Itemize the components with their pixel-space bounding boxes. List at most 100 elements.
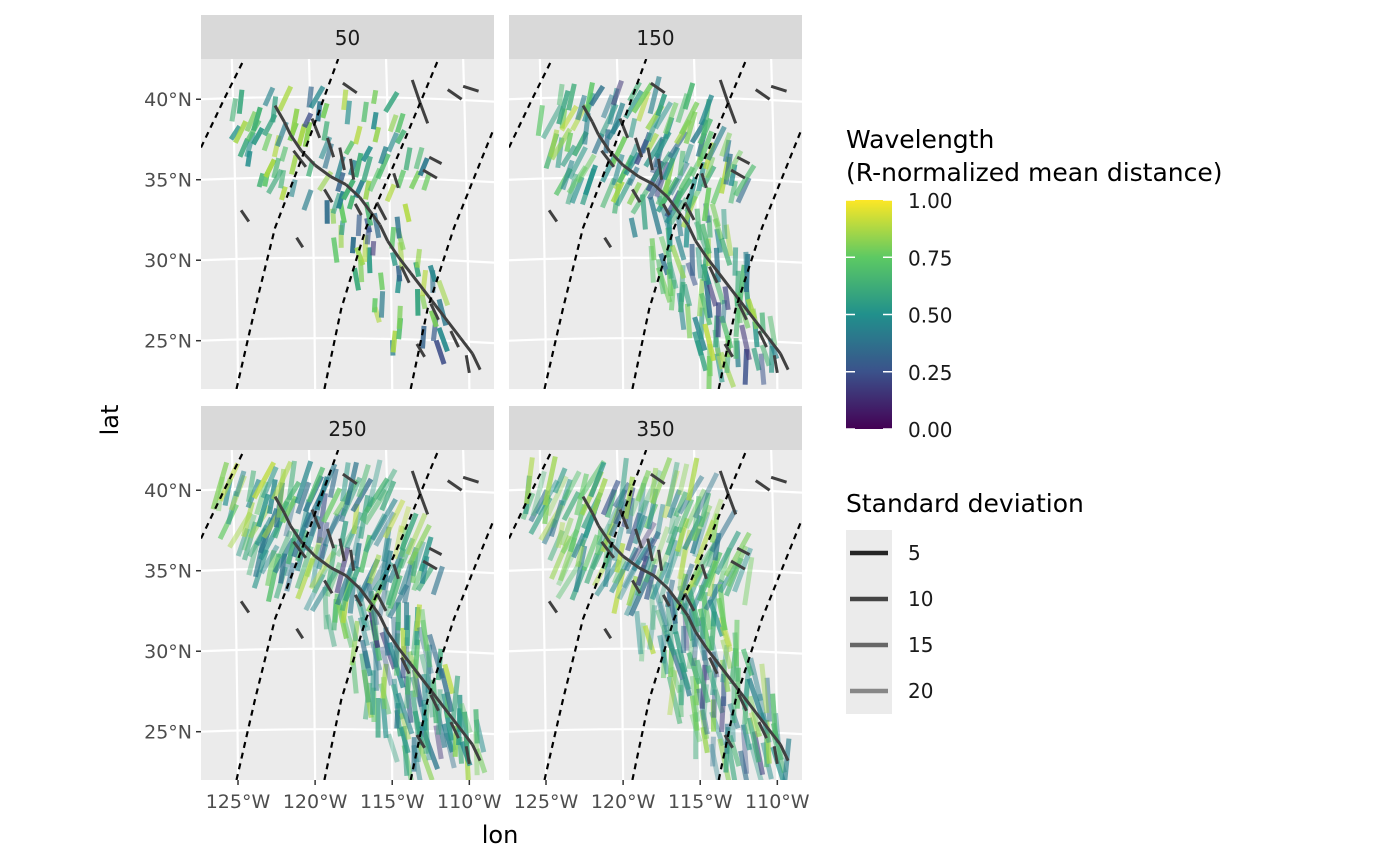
colorbar-ticks: 1.00 0.75 0.50 0.25 0.00	[846, 189, 953, 442]
fault-trace	[737, 303, 748, 321]
wavelength-legend-title-line2: (R-normalized mean distance)	[846, 158, 1223, 187]
fault-trace	[631, 188, 642, 204]
wavelength-segment	[713, 247, 721, 283]
wavelength-segment	[748, 711, 762, 738]
wavelength-segment	[758, 353, 767, 385]
wavelength-segment	[640, 530, 661, 562]
wavelength-segment	[682, 82, 696, 110]
fault-trace	[295, 236, 305, 249]
wavelength-segment	[433, 339, 447, 365]
wavelength-segment	[403, 147, 413, 171]
fault-trace	[652, 574, 669, 590]
fault-trace	[458, 727, 474, 746]
wavelength-segment	[699, 292, 713, 326]
wavelength-segment	[302, 112, 314, 129]
wavelength-segment	[256, 493, 271, 528]
wavelength-segment	[322, 513, 341, 547]
wavelength-segment	[663, 629, 678, 656]
wavelength-segment	[296, 123, 307, 147]
wavelength-segment	[703, 280, 713, 319]
fault-trace	[729, 288, 745, 307]
wavelength-segment	[289, 108, 300, 135]
grid-line-lon	[462, 450, 471, 780]
wavelength-segment	[562, 470, 582, 501]
wavelength-segment	[370, 241, 377, 256]
wavelength-segment	[362, 488, 389, 526]
wavelength-segment	[642, 624, 656, 655]
fault-trace	[766, 727, 782, 746]
wavelength-segment	[737, 264, 747, 302]
facet-panel-150: 150	[509, 15, 802, 389]
wavelength-segment	[233, 120, 249, 144]
wavelength-segment	[609, 135, 628, 168]
sd-legend-label: 20	[908, 679, 933, 703]
fault-trace	[353, 594, 363, 607]
wavelength-segment	[334, 559, 357, 606]
wavelength-segment	[548, 499, 565, 538]
fault-trace	[708, 266, 719, 284]
wavelength-segment	[294, 460, 314, 504]
facet-strip-label: 250	[328, 417, 366, 441]
wavelength-segment	[657, 601, 670, 627]
wavelength-segment	[657, 634, 670, 675]
wavelength-segment	[386, 733, 400, 763]
fault-trace	[694, 631, 708, 649]
wavelength-segment	[416, 626, 434, 675]
fault-trace	[736, 546, 751, 556]
wavelength-segment	[747, 695, 763, 738]
fault-trace	[273, 104, 286, 123]
wavelength-segment	[378, 272, 385, 291]
wavelength-segment	[421, 700, 428, 731]
reference-arc-dashed	[543, 450, 648, 780]
wavelength-segment	[237, 138, 250, 158]
wavelength-segment	[555, 521, 566, 549]
facet-panel-50: 50	[201, 15, 494, 389]
wavelength-segment	[346, 195, 356, 210]
wavelength-segment	[648, 196, 663, 235]
wavelength-segment	[549, 534, 573, 580]
wavelength-segment	[674, 235, 687, 261]
fault-trace	[650, 81, 666, 95]
wavelength-segment	[710, 177, 725, 205]
fault-trace	[273, 495, 286, 514]
wavelength-segment	[748, 742, 764, 780]
wavelength-segment	[266, 168, 284, 195]
wavelength-segment	[650, 151, 673, 183]
wavelength-segment	[359, 639, 371, 669]
facet-panels: 50 150 250 350	[201, 15, 802, 780]
wavelength-segment	[560, 159, 575, 191]
wavelength-segment	[246, 470, 257, 503]
sd-legend-label: 5	[908, 541, 921, 565]
wavelength-legend-title-line1: Wavelength	[846, 125, 994, 154]
fault-trace	[323, 188, 334, 204]
wavelength-segment	[564, 132, 574, 153]
fault-trace	[634, 528, 644, 549]
wavelength-segment	[332, 593, 340, 623]
fault-trace	[700, 563, 708, 580]
fault-trace	[282, 512, 292, 527]
fault-trace	[415, 343, 426, 358]
fault-trace	[736, 155, 751, 165]
wavelength-segment	[418, 536, 434, 572]
grid-line-lon	[538, 59, 548, 389]
wavelength-segment	[665, 525, 680, 556]
fault-trace	[666, 587, 680, 604]
wavelength-segment	[751, 347, 762, 371]
wavelength-segment	[628, 217, 638, 238]
wavelength-segment	[657, 577, 670, 604]
wavelength-segment	[658, 252, 671, 276]
wavelength-segment	[693, 546, 716, 587]
fault-trace	[449, 721, 460, 739]
wavelength-segment	[265, 549, 277, 587]
wavelength-segment	[649, 467, 659, 503]
wavelength-segment	[225, 490, 239, 525]
wavelength-segment	[663, 549, 680, 585]
fault-trace	[326, 528, 336, 549]
fault-trace	[410, 470, 422, 494]
wavelength-segment	[251, 126, 265, 146]
wavelength-segment	[435, 689, 443, 735]
reference-arc-dashed	[323, 59, 440, 389]
wavelength-segment	[746, 677, 766, 723]
wavelength-segment	[692, 331, 704, 357]
wavelength-segment	[556, 89, 571, 125]
